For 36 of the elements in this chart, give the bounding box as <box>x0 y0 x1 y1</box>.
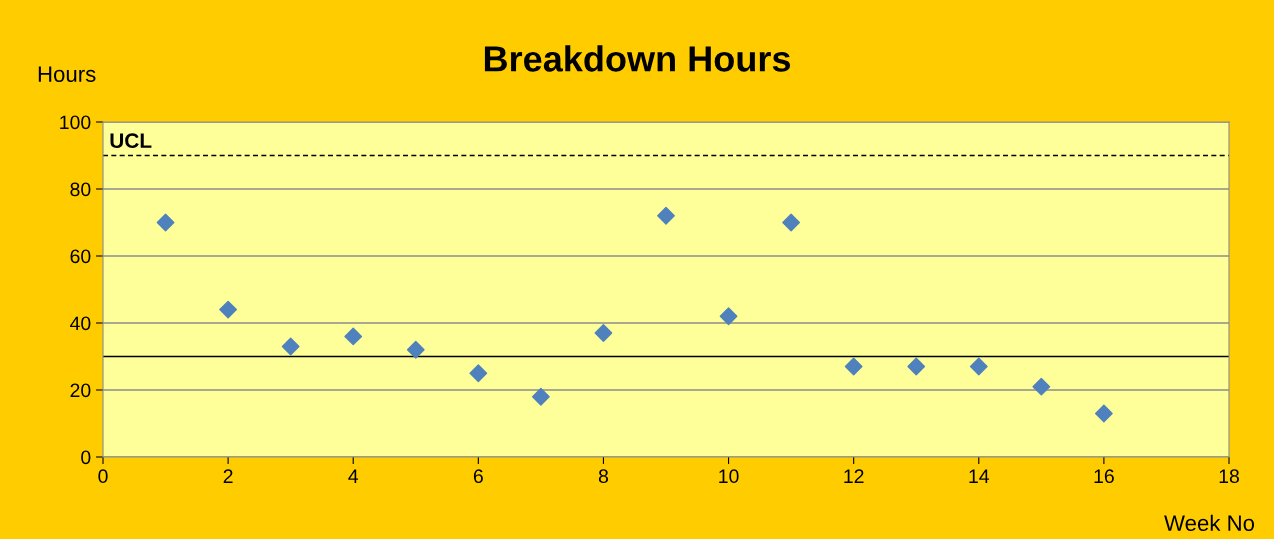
x-tick-label: 2 <box>223 469 233 483</box>
point <box>1032 377 1051 396</box>
y-tick-label: 60 <box>70 249 91 264</box>
x-tick-label: 8 <box>598 469 609 484</box>
y-tick-label: 20 <box>70 383 91 398</box>
point <box>156 213 175 232</box>
point <box>782 213 801 232</box>
x-axis-title: Week No <box>1164 514 1255 531</box>
x-tick-label: 4 <box>348 469 359 483</box>
point <box>657 206 675 225</box>
y-tick-label: 80 <box>70 182 91 197</box>
ref-line-label: UCL <box>110 133 152 149</box>
y-axis-title: Hours <box>38 66 96 82</box>
point <box>406 340 425 359</box>
point <box>907 357 926 376</box>
point <box>344 327 363 346</box>
x-tick-label: 18 <box>1219 469 1239 484</box>
y-tick-label: 0 <box>81 450 91 465</box>
point <box>719 307 738 326</box>
x-tick-label: 16 <box>1094 469 1114 484</box>
point <box>469 364 488 383</box>
point <box>531 387 550 406</box>
y-tick-label: 40 <box>70 316 91 331</box>
point <box>281 337 300 356</box>
x-tick-label: 10 <box>719 469 739 484</box>
x-tick-label: 6 <box>473 469 483 484</box>
x-tick-label: 0 <box>98 469 108 484</box>
point <box>1094 404 1113 423</box>
point <box>219 300 238 319</box>
y-tick-label: 100 <box>60 115 91 130</box>
chart-title: Breakdown Hours <box>484 45 791 72</box>
point <box>844 357 863 376</box>
point <box>969 357 988 376</box>
point <box>594 324 613 342</box>
x-tick-label: 12 <box>844 469 864 483</box>
x-tick-label: 14 <box>969 469 990 483</box>
